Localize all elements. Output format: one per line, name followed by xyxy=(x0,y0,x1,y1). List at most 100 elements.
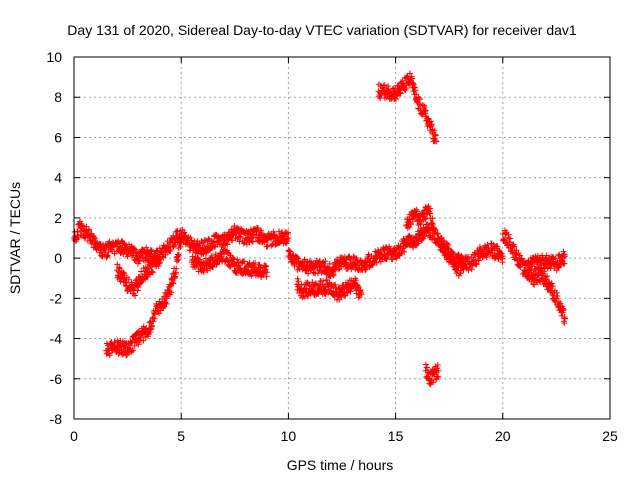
data-point xyxy=(416,95,423,102)
data-point xyxy=(422,216,429,223)
data-point xyxy=(106,352,113,359)
data-point xyxy=(414,208,421,215)
data-point xyxy=(555,298,562,305)
data-point xyxy=(223,240,230,247)
data-point xyxy=(297,292,304,299)
data-point xyxy=(428,121,435,128)
data-point xyxy=(431,127,438,134)
x-tick-label: 5 xyxy=(177,428,185,444)
data-point xyxy=(397,90,404,97)
y-tick-label: 2 xyxy=(54,210,62,226)
data-point xyxy=(404,224,411,231)
data-point xyxy=(431,224,438,231)
data-point xyxy=(223,256,230,263)
y-tick-label: -8 xyxy=(50,411,63,427)
data-point xyxy=(237,233,244,240)
gridlines xyxy=(74,57,610,419)
data-point xyxy=(561,320,568,327)
data-point xyxy=(263,263,270,270)
data-point xyxy=(330,271,337,278)
data-point xyxy=(398,250,405,257)
x-axis-label: GPS time / hours xyxy=(287,457,394,473)
data-point xyxy=(90,232,97,239)
data-point xyxy=(492,254,499,261)
data-point xyxy=(438,234,445,241)
data-point xyxy=(406,70,413,77)
data-point xyxy=(373,259,380,266)
data-point xyxy=(140,323,147,330)
data-point xyxy=(435,373,442,380)
data-point xyxy=(544,273,551,280)
data-point xyxy=(104,253,111,260)
data-point xyxy=(134,287,141,294)
data-point xyxy=(263,243,270,250)
data-point xyxy=(167,247,174,254)
data-point xyxy=(429,215,436,222)
data-point xyxy=(132,292,139,299)
data-point xyxy=(101,243,108,250)
data-point xyxy=(257,264,264,271)
data-point xyxy=(131,342,138,349)
data-point xyxy=(499,259,506,266)
data-point xyxy=(139,253,146,260)
data-point xyxy=(450,250,457,257)
y-tick-label: 10 xyxy=(46,49,62,65)
data-point xyxy=(543,252,550,259)
data-point xyxy=(128,340,135,347)
data-point xyxy=(284,238,291,245)
data-point xyxy=(461,259,468,266)
data-point xyxy=(413,91,420,98)
data-point xyxy=(488,247,495,254)
data-point xyxy=(357,257,364,264)
data-point xyxy=(86,226,93,233)
data-point xyxy=(148,322,155,329)
x-tick-label: 0 xyxy=(70,428,78,444)
data-point xyxy=(208,254,215,261)
data-point xyxy=(125,276,132,283)
data-point xyxy=(320,277,327,284)
data-point xyxy=(553,289,560,296)
data-point xyxy=(114,261,121,268)
y-tick-label: -6 xyxy=(50,371,63,387)
data-point xyxy=(255,224,262,231)
axis-ticks xyxy=(73,56,611,420)
data-point xyxy=(240,240,247,247)
data-point xyxy=(437,236,444,243)
data-point xyxy=(233,229,240,236)
data-point xyxy=(168,289,175,296)
data-point xyxy=(449,249,456,256)
data-point xyxy=(295,255,302,262)
data-point xyxy=(459,259,466,266)
data-point xyxy=(322,258,329,265)
data-point xyxy=(412,87,419,94)
data-point xyxy=(435,367,442,374)
data-point xyxy=(212,251,219,258)
data-point xyxy=(296,265,303,272)
data-point xyxy=(141,276,148,283)
data-point xyxy=(91,234,98,241)
data-point xyxy=(475,256,482,263)
data-point xyxy=(163,300,170,307)
data-point xyxy=(330,272,337,279)
data-point xyxy=(202,255,209,262)
data-point xyxy=(499,253,506,260)
data-point xyxy=(444,244,451,251)
data-point xyxy=(465,253,472,260)
data-point xyxy=(558,312,565,319)
data-point xyxy=(561,253,568,260)
plot-frame xyxy=(73,56,611,420)
data-point xyxy=(83,223,90,230)
data-point xyxy=(149,269,156,276)
data-point xyxy=(128,348,135,355)
data-point xyxy=(156,259,163,266)
data-point xyxy=(285,235,292,241)
data-point xyxy=(176,252,183,259)
data-point xyxy=(362,266,369,273)
data-point xyxy=(420,232,427,239)
data-point xyxy=(419,236,426,243)
data-point xyxy=(414,235,421,241)
data-point xyxy=(319,260,326,267)
data-point xyxy=(97,247,104,254)
y-tick-label: 6 xyxy=(54,129,62,145)
data-point xyxy=(409,75,416,82)
